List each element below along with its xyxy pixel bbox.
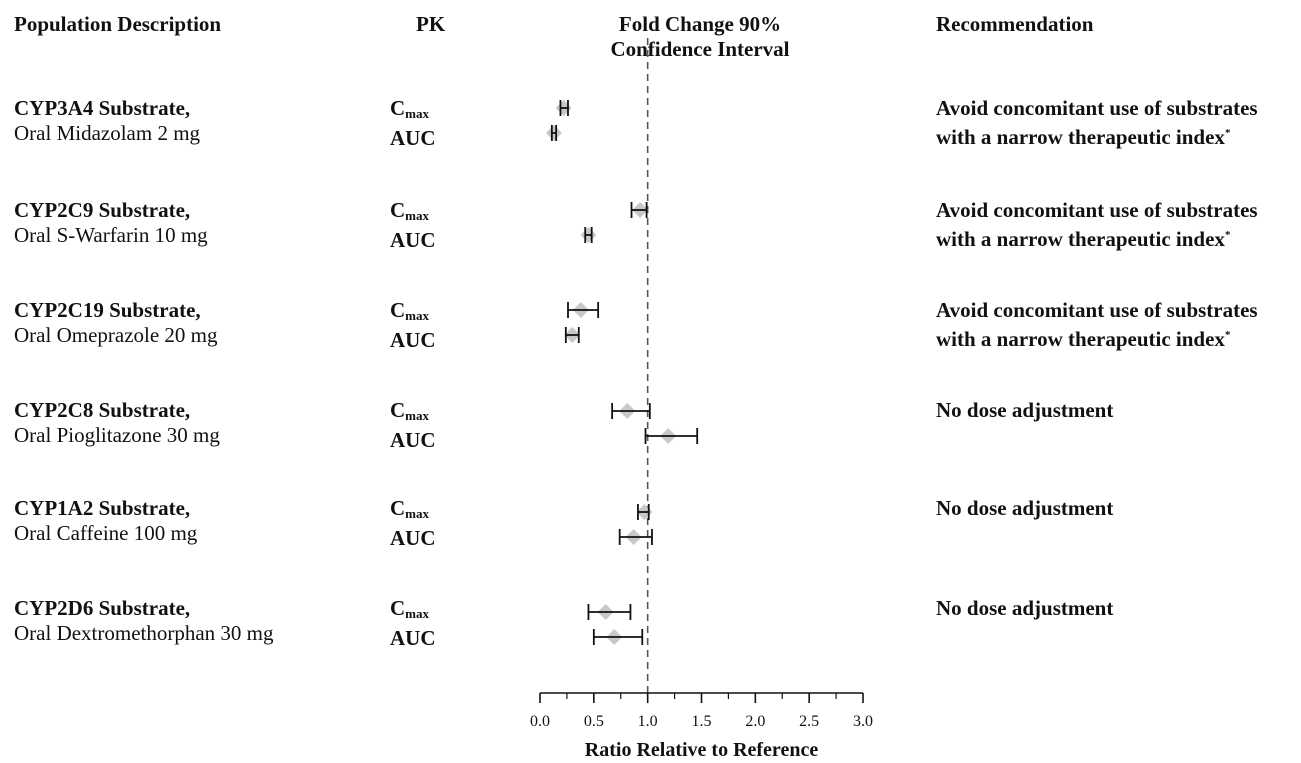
pk-cmax-label: Cmax: [390, 398, 430, 423]
x-tick-label: 2.0: [745, 713, 765, 730]
header-fold-change-line2: Confidence Interval: [610, 37, 790, 61]
recommendation-line1: No dose adjustment: [936, 496, 1114, 520]
pk-auc-label: AUC: [390, 626, 436, 650]
recommendation: No dose adjustment: [936, 496, 1113, 521]
table-row: CYP1A2 Substrate, Oral Caffeine 100 mg C…: [0, 496, 1301, 556]
table-row: CYP2C8 Substrate, Oral Pioglitazone 30 m…: [0, 398, 1301, 458]
population-description: CYP2D6 Substrate, Oral Dextromethorphan …: [14, 596, 274, 646]
pk-cmax-label: Cmax: [390, 298, 430, 323]
recommendation-line2: with a narrow therapeutic index*: [936, 327, 1231, 351]
population-description: CYP3A4 Substrate, Oral Midazolam 2 mg: [14, 96, 200, 146]
pk-labels: Cmax AUC: [390, 96, 436, 151]
footnote-mark: *: [1224, 127, 1231, 139]
x-tick-label: 0.5: [584, 713, 604, 730]
substrate-label: CYP2C9 Substrate,: [14, 198, 191, 222]
drug-label: Oral Midazolam 2 mg: [14, 121, 201, 145]
header-fold-change-line1: Fold Change 90%: [618, 12, 782, 36]
pk-labels: Cmax AUC: [390, 496, 436, 551]
substrate-label: CYP2C8 Substrate,: [14, 398, 191, 422]
population-description: CYP2C9 Substrate, Oral S-Warfarin 10 mg: [14, 198, 208, 248]
recommendation: Avoid concomitant use of substrates with…: [936, 298, 1258, 352]
substrate-label: CYP3A4 Substrate,: [14, 96, 191, 120]
substrate-label: CYP2C19 Substrate,: [14, 298, 201, 322]
pk-cmax-label: Cmax: [390, 496, 430, 521]
table-row: CYP3A4 Substrate, Oral Midazolam 2 mg Cm…: [0, 96, 1301, 156]
drug-label: Oral Caffeine 100 mg: [14, 521, 198, 545]
pk-cmax-label: Cmax: [390, 596, 430, 621]
x-tick-label: 2.5: [799, 713, 819, 730]
pk-labels: Cmax AUC: [390, 198, 436, 253]
drug-label: Oral Pioglitazone 30 mg: [14, 423, 220, 447]
recommendation: Avoid concomitant use of substrates with…: [936, 96, 1258, 150]
pk-labels: Cmax AUC: [390, 298, 436, 353]
substrate-label: CYP2D6 Substrate,: [14, 596, 191, 620]
pk-auc-label: AUC: [390, 328, 436, 352]
recommendation-line1: Avoid concomitant use of substrates: [936, 198, 1258, 222]
header-recommendation: Recommendation: [936, 12, 1094, 36]
table-row: CYP2C19 Substrate, Oral Omeprazole 20 mg…: [0, 298, 1301, 358]
recommendation: No dose adjustment: [936, 596, 1113, 621]
pk-auc-label: AUC: [390, 228, 436, 252]
recommendation-line1: Avoid concomitant use of substrates: [936, 298, 1258, 322]
pk-cmax-label: Cmax: [390, 96, 430, 121]
footnote-mark: *: [1224, 329, 1231, 341]
population-description: CYP2C8 Substrate, Oral Pioglitazone 30 m…: [14, 398, 220, 448]
substrate-label: CYP1A2 Substrate,: [14, 496, 191, 520]
x-axis-title: Ratio Relative to Reference: [585, 739, 819, 761]
pk-labels: Cmax AUC: [390, 596, 436, 651]
x-tick-label: 3.0: [853, 713, 873, 730]
recommendation-line1: No dose adjustment: [936, 398, 1114, 422]
pk-labels: Cmax AUC: [390, 398, 436, 453]
recommendation-line2: with a narrow therapeutic index*: [936, 125, 1231, 149]
footnote-mark: *: [1224, 229, 1231, 241]
recommendation: Avoid concomitant use of substrates with…: [936, 198, 1258, 252]
drug-label: Oral Dextromethorphan 30 mg: [14, 621, 274, 645]
table-row: CYP2C9 Substrate, Oral S-Warfarin 10 mg …: [0, 198, 1301, 258]
recommendation-line1: Avoid concomitant use of substrates: [936, 96, 1258, 120]
population-description: CYP1A2 Substrate, Oral Caffeine 100 mg: [14, 496, 197, 546]
header-pk: PK: [416, 12, 446, 36]
pk-cmax-label: Cmax: [390, 198, 430, 223]
x-tick-label: 0.0: [530, 713, 550, 730]
x-tick-label: 1.5: [692, 713, 712, 730]
pk-auc-label: AUC: [390, 428, 436, 452]
population-description: CYP2C19 Substrate, Oral Omeprazole 20 mg: [14, 298, 218, 348]
header-fold-change: Fold Change 90% Confidence Interval: [560, 12, 840, 62]
header-population: Population Description: [14, 12, 222, 36]
drug-label: Oral Omeprazole 20 mg: [14, 323, 218, 347]
recommendation-line2: with a narrow therapeutic index*: [936, 227, 1231, 251]
recommendation: No dose adjustment: [936, 398, 1113, 423]
drug-label: Oral S-Warfarin 10 mg: [14, 223, 208, 247]
x-tick-label: 1.0: [638, 713, 658, 730]
recommendation-line1: No dose adjustment: [936, 596, 1114, 620]
pk-auc-label: AUC: [390, 526, 436, 550]
table-row: CYP2D6 Substrate, Oral Dextromethorphan …: [0, 596, 1301, 656]
pk-auc-label: AUC: [390, 126, 436, 150]
